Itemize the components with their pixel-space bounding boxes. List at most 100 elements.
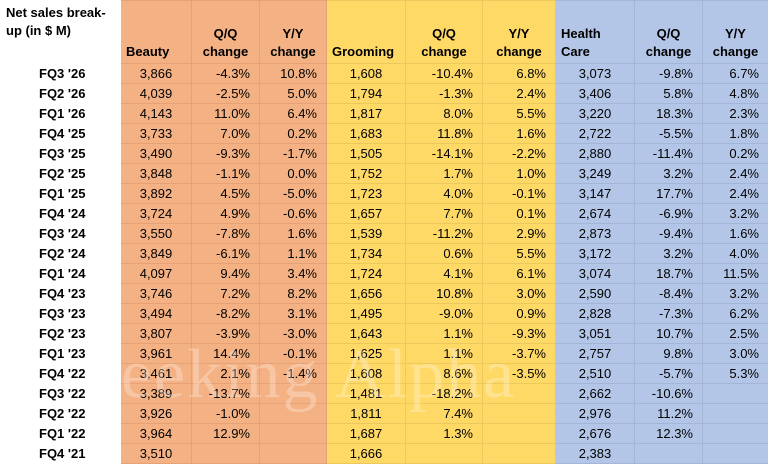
cell-grooming-qq: 1.1% xyxy=(406,344,483,364)
cell-grooming-yy xyxy=(483,384,556,404)
cell-grooming-qq: 0.6% xyxy=(406,244,483,264)
cell-grooming: 1,656 xyxy=(327,284,406,304)
cell-beauty-yy: 3.1% xyxy=(260,304,327,324)
row-label-quarter: FQ2 '23 xyxy=(1,324,121,344)
cell-grooming-yy: 6.1% xyxy=(483,264,556,284)
row-label-quarter: FQ1 '22 xyxy=(1,424,121,444)
cell-health-care-yy: 1.8% xyxy=(703,124,768,144)
cell-beauty: 3,510 xyxy=(121,444,192,464)
cell-beauty-qq: 4.5% xyxy=(192,184,260,204)
cell-health-care: 2,383 xyxy=(556,444,635,464)
cell-health-care: 2,510 xyxy=(556,364,635,384)
cell-health-care-yy: 0.2% xyxy=(703,144,768,164)
cell-beauty: 3,733 xyxy=(121,124,192,144)
cell-health-care-qq: 12.3% xyxy=(635,424,703,444)
cell-beauty-yy: 0.2% xyxy=(260,124,327,144)
cell-health-care-qq: -9.4% xyxy=(635,224,703,244)
cell-beauty-yy xyxy=(260,384,327,404)
cell-grooming-qq: -1.3% xyxy=(406,84,483,104)
cell-beauty-yy: -0.1% xyxy=(260,344,327,364)
cell-health-care: 2,976 xyxy=(556,404,635,424)
row-label-quarter: FQ2 '25 xyxy=(1,164,121,184)
cell-beauty: 3,724 xyxy=(121,204,192,224)
cell-grooming-yy xyxy=(483,444,556,464)
cell-grooming-yy: 2.9% xyxy=(483,224,556,244)
cell-beauty-qq: -8.2% xyxy=(192,304,260,324)
cell-health-care-yy: 4.8% xyxy=(703,84,768,104)
cell-grooming-qq: -14.1% xyxy=(406,144,483,164)
cell-grooming-qq: 11.8% xyxy=(406,124,483,144)
cell-grooming: 1,608 xyxy=(327,364,406,384)
cell-grooming: 1,495 xyxy=(327,304,406,324)
cell-health-care-yy: 6.7% xyxy=(703,64,768,84)
cell-beauty: 3,490 xyxy=(121,144,192,164)
cell-health-care-yy: 5.3% xyxy=(703,364,768,384)
cell-health-care-qq: 11.2% xyxy=(635,404,703,424)
row-label-quarter: FQ1 '26 xyxy=(1,104,121,124)
cell-health-care-yy: 3.2% xyxy=(703,204,768,224)
cell-grooming: 1,811 xyxy=(327,404,406,424)
cell-health-care-yy xyxy=(703,424,768,444)
cell-beauty-qq: 14.4% xyxy=(192,344,260,364)
cell-grooming: 1,608 xyxy=(327,64,406,84)
cell-beauty-yy: 5.0% xyxy=(260,84,327,104)
cell-health-care: 3,051 xyxy=(556,324,635,344)
cell-grooming-yy: 0.9% xyxy=(483,304,556,324)
cell-health-care-yy: 3.2% xyxy=(703,284,768,304)
cell-grooming: 1,734 xyxy=(327,244,406,264)
row-label-quarter: FQ3 '25 xyxy=(1,144,121,164)
cell-grooming-qq: 1.7% xyxy=(406,164,483,184)
cell-health-care-yy: 2.5% xyxy=(703,324,768,344)
cell-beauty-qq: -2.5% xyxy=(192,84,260,104)
cell-grooming-yy: -3.5% xyxy=(483,364,556,384)
cell-health-care: 2,674 xyxy=(556,204,635,224)
cell-grooming-qq: 4.0% xyxy=(406,184,483,204)
cell-beauty: 3,461 xyxy=(121,364,192,384)
row-label-quarter: FQ3 '23 xyxy=(1,304,121,324)
cell-grooming: 1,723 xyxy=(327,184,406,204)
cell-health-care: 2,828 xyxy=(556,304,635,324)
cell-beauty-qq: 2.1% xyxy=(192,364,260,384)
cell-beauty-yy: 0.0% xyxy=(260,164,327,184)
cell-grooming-yy xyxy=(483,424,556,444)
cell-health-care: 3,249 xyxy=(556,164,635,184)
col-header-grooming-yy: Y/Y change xyxy=(483,1,556,64)
cell-health-care-yy: 3.0% xyxy=(703,344,768,364)
cell-health-care-yy: 2.3% xyxy=(703,104,768,124)
col-header-health-care: Health Care xyxy=(556,1,635,64)
row-label-quarter: FQ1 '25 xyxy=(1,184,121,204)
cell-beauty: 3,848 xyxy=(121,164,192,184)
cell-health-care-qq: 18.7% xyxy=(635,264,703,284)
cell-health-care: 2,676 xyxy=(556,424,635,444)
cell-grooming-yy: -2.2% xyxy=(483,144,556,164)
cell-beauty-qq xyxy=(192,444,260,464)
cell-grooming-qq: 4.1% xyxy=(406,264,483,284)
col-header-health-care-yy: Y/Y change xyxy=(703,1,768,64)
cell-grooming-yy: 1.6% xyxy=(483,124,556,144)
cell-grooming-yy: -0.1% xyxy=(483,184,556,204)
cell-beauty-qq: -7.8% xyxy=(192,224,260,244)
cell-beauty: 3,964 xyxy=(121,424,192,444)
cell-beauty-qq: -3.9% xyxy=(192,324,260,344)
cell-beauty-qq: -9.3% xyxy=(192,144,260,164)
cell-beauty-yy: 1.6% xyxy=(260,224,327,244)
cell-health-care-yy: 4.0% xyxy=(703,244,768,264)
row-label-quarter: FQ3 '24 xyxy=(1,224,121,244)
col-header-beauty-qq: Q/Q change xyxy=(192,1,260,64)
cell-grooming-yy: -9.3% xyxy=(483,324,556,344)
cell-grooming-qq: 10.8% xyxy=(406,284,483,304)
cell-health-care-qq: -6.9% xyxy=(635,204,703,224)
row-label-quarter: FQ1 '23 xyxy=(1,344,121,364)
row-label-quarter: FQ3 '26 xyxy=(1,64,121,84)
cell-beauty-yy: -5.0% xyxy=(260,184,327,204)
cell-grooming: 1,481 xyxy=(327,384,406,404)
